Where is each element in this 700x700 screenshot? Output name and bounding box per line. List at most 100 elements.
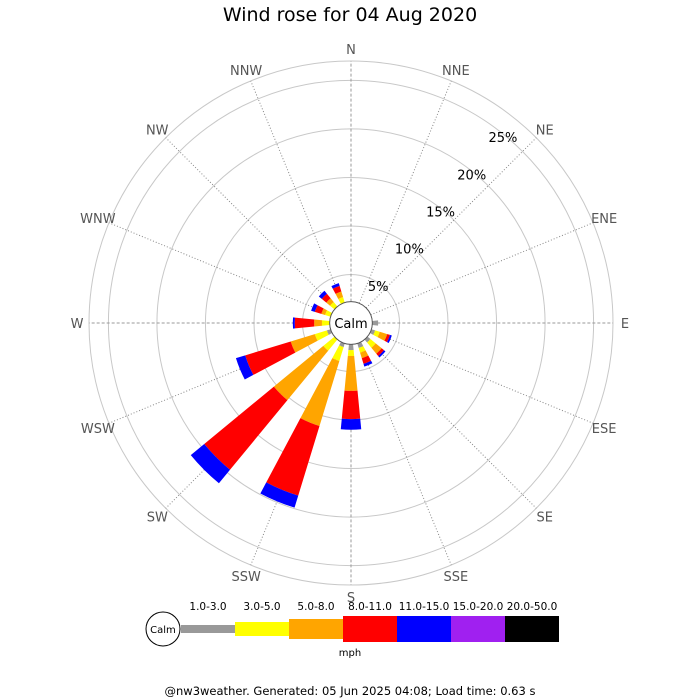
- legend-swatch-3: [343, 616, 397, 642]
- sector-w-bin-2: [314, 319, 323, 327]
- radial-tick-label: 25%: [488, 131, 517, 146]
- sector-w-bin-3: [294, 317, 315, 329]
- sector-wsw-bin-2: [290, 334, 318, 353]
- sector-se-bin-2: [371, 343, 382, 354]
- spoke-ne: [365, 137, 537, 309]
- sector-sw-bin-4: [190, 443, 231, 484]
- sector-sw-bin-1: [323, 336, 338, 351]
- spoke-wnw: [108, 222, 332, 316]
- legend-label-4: 11.0-15.0: [399, 601, 450, 613]
- sector-sse-bin-3: [361, 355, 372, 364]
- sector-w-bin-1: [321, 320, 330, 326]
- sector-s-bin-0: [348, 344, 354, 351]
- sector-ese-bin-4: [386, 334, 392, 344]
- sector-nnw-bin-4: [331, 283, 340, 289]
- radial-tick-label: 20%: [457, 168, 486, 183]
- direction-label-nnw: NNW: [230, 64, 262, 79]
- sector-se-bin-4: [378, 350, 386, 358]
- sector-ese-bin-3: [384, 334, 390, 343]
- sector-nw-bin-4: [318, 290, 327, 299]
- legend-swatch-4: [397, 616, 451, 642]
- sector-nw-bin-2: [326, 298, 334, 306]
- legend-label-0: 1.0-3.0: [189, 601, 226, 613]
- calm-circle: [329, 301, 373, 345]
- calm-label: Calm: [334, 317, 367, 332]
- chart-title: Wind rose for 04 Aug 2020: [222, 4, 478, 26]
- sector-se-bin-1: [367, 339, 376, 348]
- legend-label-6: 20.0-50.0: [507, 601, 558, 613]
- sector-sse-bin-1: [358, 346, 366, 353]
- legend-label-5: 15.0-20.0: [453, 601, 504, 613]
- sector-sse-bin-2: [360, 350, 369, 359]
- sector-ssw-bin-4: [260, 482, 299, 508]
- legend-label-2: 5.0-8.0: [297, 601, 334, 613]
- sector-s-bin-3: [341, 390, 361, 420]
- legend-units: mph: [338, 648, 362, 659]
- sector-se-bin-3: [376, 348, 384, 356]
- sector-wnw-bin-4: [311, 303, 318, 312]
- grid-ring: [204, 176, 498, 470]
- sector-ssw-bin-2: [300, 358, 340, 427]
- legend-swatch-1: [235, 622, 289, 636]
- radial-tick-label: 5%: [368, 280, 389, 295]
- sector-wsw-bin-1: [314, 330, 329, 341]
- legend-swatch-5: [451, 616, 505, 642]
- sector-s-bin-4: [340, 418, 362, 430]
- sector-ese-bin-2: [377, 331, 388, 341]
- direction-label-s: S: [347, 591, 355, 606]
- sector-s-bin-1: [347, 350, 355, 356]
- sector-ese-bin-1: [373, 330, 380, 338]
- direction-label-ssw: SSW: [231, 570, 261, 585]
- direction-label-ene: ENE: [591, 212, 617, 227]
- footer-credit: @nw3weather. Generated: 05 Jun 2025 04:0…: [164, 684, 536, 698]
- direction-label-n: N: [346, 43, 356, 58]
- sector-sse-bin-4: [363, 360, 373, 367]
- sector-nnw-bin-2: [335, 291, 344, 300]
- sector-w-bin-4: [292, 317, 295, 329]
- direction-label-wnw: WNW: [80, 212, 116, 227]
- sector-nnw-bin-3: [332, 285, 342, 294]
- direction-label-nne: NNE: [442, 64, 470, 79]
- legend-label-3: 8.0-11.0: [348, 601, 392, 613]
- direction-label-e: E: [621, 317, 629, 332]
- legend-swatch-0: [181, 625, 235, 633]
- spoke-sse: [358, 342, 452, 566]
- direction-label-wsw: WSW: [81, 422, 115, 437]
- sector-wnw-bin-2: [321, 308, 328, 316]
- sector-wsw-bin-3: [245, 341, 296, 375]
- sector-ssw-bin-3: [266, 418, 320, 496]
- sector-e-bin-0: [372, 320, 379, 326]
- direction-label-ese: ESE: [592, 422, 617, 437]
- spoke-nw: [165, 137, 337, 309]
- spoke-nnw: [250, 80, 344, 304]
- direction-label-nw: NW: [146, 123, 169, 138]
- sector-se-bin-0: [364, 336, 371, 343]
- sector-sw-bin-3: [204, 386, 288, 470]
- spoke-ene: [370, 222, 594, 316]
- legend-label-1: 3.0-5.0: [243, 601, 280, 613]
- spoke-ese: [370, 330, 594, 424]
- legend-swatch-6: [505, 616, 559, 642]
- direction-label-w: W: [71, 317, 84, 332]
- spoke-wsw: [108, 330, 332, 424]
- legend-calm-circle: [145, 611, 181, 647]
- legend-calm-label: Calm: [150, 625, 176, 636]
- direction-label-se: SE: [537, 511, 553, 526]
- sector-wnw-bin-1: [325, 310, 333, 317]
- legend-swatch-2: [289, 619, 343, 639]
- sector-wsw-bin-4: [235, 355, 254, 380]
- spoke-se: [365, 337, 537, 509]
- sector-nw-bin-3: [321, 293, 331, 303]
- sector-s-bin-2: [344, 355, 358, 391]
- sector-wnw-bin-3: [314, 305, 324, 314]
- direction-label-sw: SW: [147, 511, 168, 526]
- direction-label-sse: SSE: [443, 570, 468, 585]
- sector-ssw-bin-1: [332, 345, 344, 362]
- radial-tick-label: 15%: [426, 205, 455, 220]
- sector-sw-bin-2: [273, 345, 329, 401]
- radial-tick-label: 10%: [395, 243, 424, 258]
- sector-nnw-bin-1: [338, 297, 345, 305]
- spoke-nne: [358, 80, 452, 304]
